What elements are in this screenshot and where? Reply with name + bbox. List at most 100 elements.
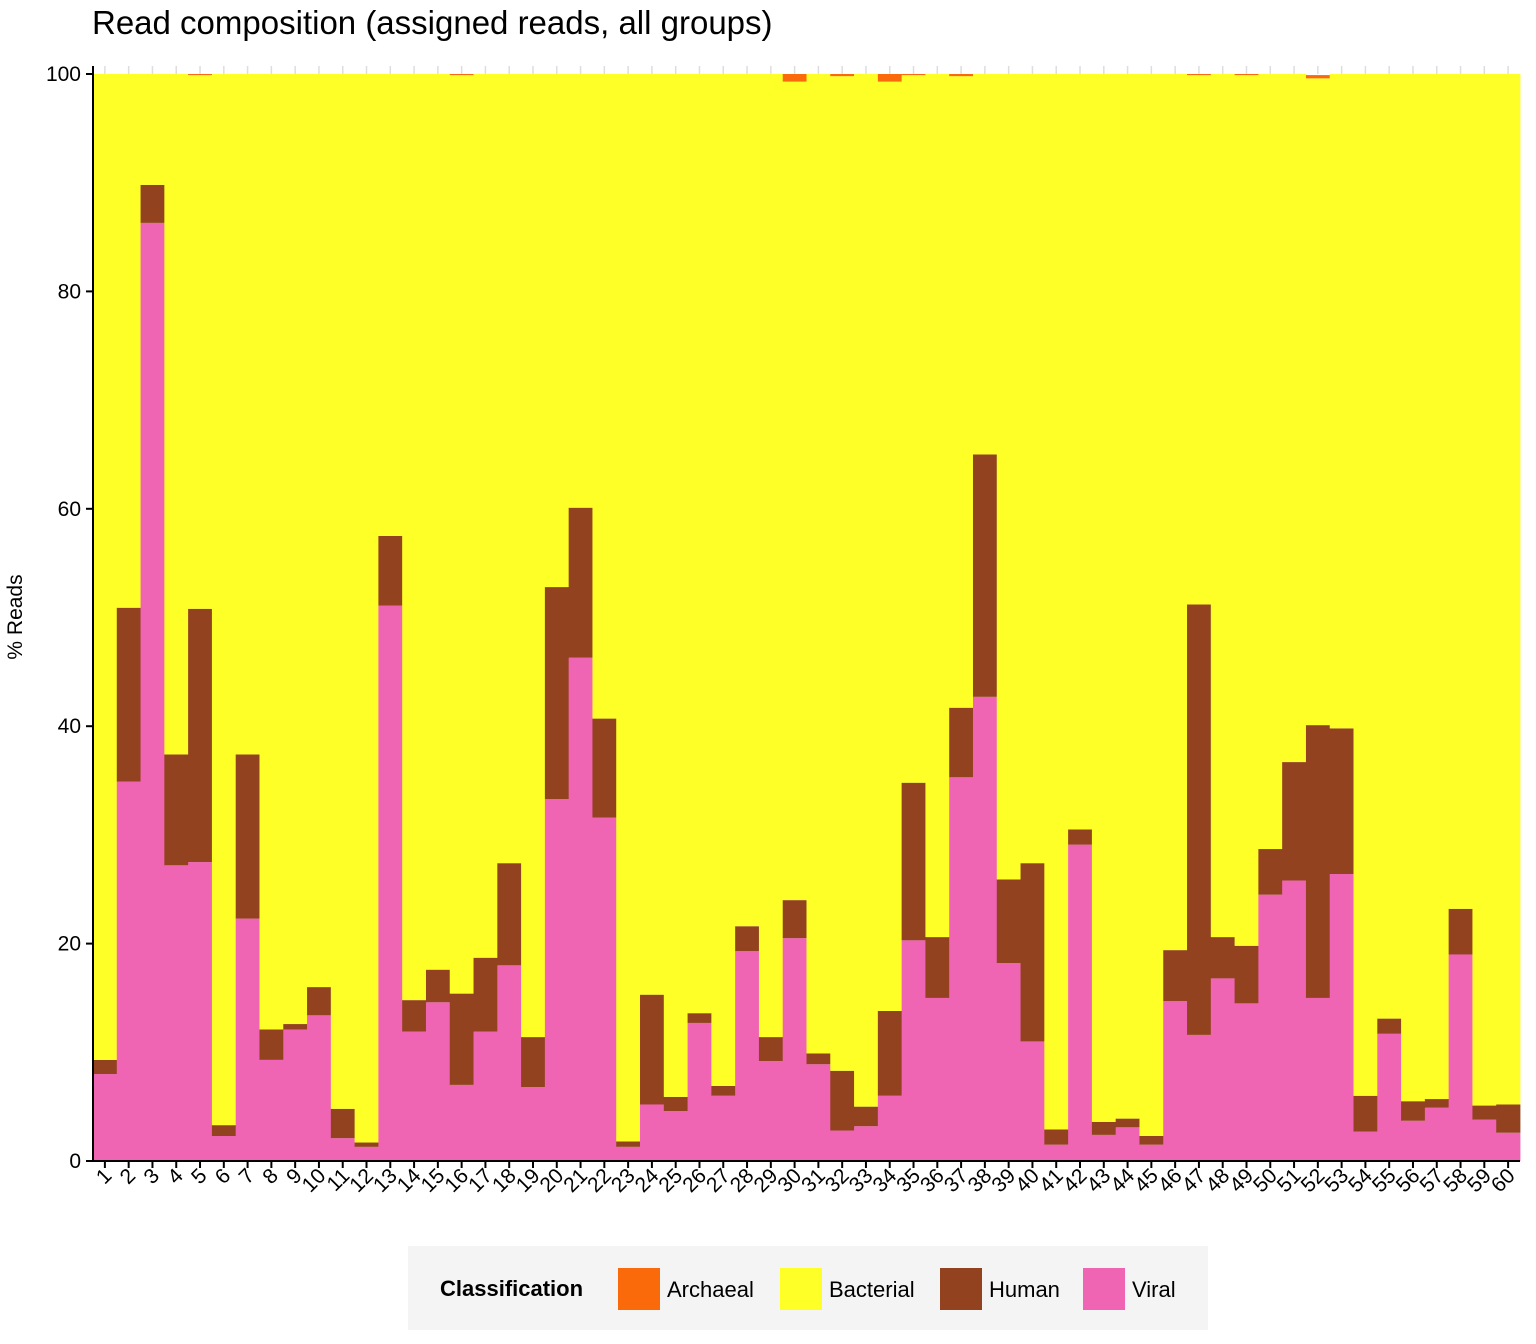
bar-bacterial-18	[497, 74, 522, 864]
bar-human-24	[640, 994, 665, 1105]
bar-archaeal-52	[1305, 75, 1331, 79]
bar-viral-39	[996, 963, 1021, 1161]
bar-bacterial-14	[402, 74, 427, 1001]
bar-viral-46	[1163, 1001, 1188, 1161]
bar-human-56	[1401, 1101, 1426, 1121]
bar-viral-12	[354, 1146, 379, 1161]
bar-bacterial-28	[735, 74, 760, 927]
bar-bacterial-8	[259, 74, 284, 1030]
bar-bacterial-49	[1234, 75, 1259, 946]
bar-viral-51	[1282, 880, 1307, 1161]
bar-bacterial-3	[140, 74, 165, 185]
bar-human-59	[1472, 1105, 1497, 1120]
bar-archaeal-5	[188, 74, 213, 76]
bar-bacterial-55	[1377, 74, 1402, 1019]
bar-bacterial-17	[473, 74, 498, 958]
bar-viral-15	[425, 1002, 451, 1161]
bar-viral-55	[1377, 1033, 1402, 1161]
bar-bacterial-34	[877, 81, 903, 1012]
bar-viral-27	[711, 1095, 736, 1161]
bar-viral-57	[1424, 1107, 1450, 1161]
bar-viral-37	[949, 777, 974, 1161]
bar-viral-59	[1472, 1119, 1497, 1161]
bar-human-15	[425, 969, 451, 1003]
bar-archaeal-47	[1187, 74, 1212, 76]
bar-bacterial-56	[1401, 74, 1426, 1102]
bar-human-28	[735, 926, 760, 952]
bar-viral-44	[1115, 1127, 1140, 1161]
bar-bacterial-43	[1091, 74, 1117, 1122]
bar-human-8	[259, 1029, 284, 1060]
bar-bacterial-23	[616, 74, 641, 1142]
bar-bacterial-7	[235, 74, 260, 755]
bar-bacterial-50	[1258, 74, 1283, 850]
bar-human-23	[616, 1141, 641, 1147]
bar-human-11	[330, 1108, 356, 1139]
bar-viral-25	[663, 1111, 688, 1161]
bar-viral-56	[1401, 1120, 1426, 1161]
bar-human-14	[402, 1000, 427, 1032]
bar-viral-3	[140, 222, 165, 1162]
bar-human-36	[925, 937, 950, 998]
bar-viral-14	[402, 1031, 427, 1161]
bar-bacterial-32	[830, 76, 855, 1071]
bar-human-22	[592, 718, 617, 818]
bar-archaeal-34	[877, 74, 903, 82]
bar-viral-19	[521, 1087, 546, 1161]
bar-human-58	[1448, 908, 1473, 955]
bar-human-3	[140, 184, 165, 223]
bar-bacterial-21	[568, 74, 593, 508]
bar-human-27	[711, 1086, 736, 1096]
bar-viral-16	[449, 1084, 474, 1161]
bar-viral-28	[735, 951, 760, 1161]
bar-bacterial-5	[188, 75, 213, 609]
bar-viral-20	[544, 799, 570, 1161]
bar-bacterial-37	[949, 76, 974, 708]
bar-viral-32	[830, 1130, 855, 1161]
bar-viral-30	[782, 938, 807, 1161]
bar-human-10	[307, 987, 332, 1016]
bar-viral-48	[1210, 978, 1235, 1161]
bar-viral-26	[687, 1022, 712, 1161]
bar-human-30	[782, 900, 807, 939]
bar-bacterial-33	[854, 74, 879, 1107]
legend-key-viral	[1083, 1268, 1125, 1310]
bar-viral-7	[235, 918, 260, 1161]
bar-bacterial-41	[1044, 74, 1069, 1130]
x-tick-label: 60	[1487, 1164, 1520, 1197]
bar-bacterial-31	[806, 74, 831, 1054]
bar-viral-23	[616, 1146, 641, 1161]
bar-human-26	[687, 1013, 712, 1023]
bar-viral-17	[473, 1031, 498, 1161]
bar-human-50	[1258, 849, 1283, 895]
bar-bacterial-58	[1448, 74, 1473, 909]
bar-viral-36	[925, 997, 950, 1161]
bar-human-5	[188, 608, 213, 863]
bar-bacterial-39	[996, 74, 1021, 880]
legend-label-bacterial: Bacterial	[829, 1277, 915, 1302]
bar-human-42	[1068, 829, 1093, 845]
bar-bacterial-27	[711, 74, 736, 1086]
bar-bacterial-15	[425, 74, 451, 970]
bar-viral-53	[1329, 874, 1354, 1161]
bar-human-17	[473, 957, 498, 1032]
legend-key-bacterial	[780, 1268, 822, 1310]
bar-bacterial-46	[1163, 74, 1188, 951]
bar-bacterial-6	[211, 74, 237, 1126]
bar-bacterial-59	[1472, 74, 1497, 1106]
y-tick-label: 60	[58, 498, 81, 521]
bar-bacterial-45	[1139, 74, 1164, 1136]
bar-archaeal-16	[449, 74, 474, 76]
bar-viral-2	[116, 781, 141, 1161]
bar-archaeal-32	[830, 74, 855, 77]
bar-human-19	[521, 1037, 546, 1088]
bar-viral-50	[1258, 894, 1283, 1161]
y-tick-label: 40	[58, 715, 81, 738]
bar-bacterial-42	[1068, 74, 1093, 830]
bar-bacterial-52	[1305, 78, 1331, 726]
bar-viral-40	[1020, 1041, 1045, 1161]
bar-human-4	[164, 754, 189, 866]
bar-bacterial-44	[1115, 74, 1140, 1119]
bar-viral-60	[1496, 1132, 1521, 1161]
bar-human-1	[93, 1059, 118, 1075]
